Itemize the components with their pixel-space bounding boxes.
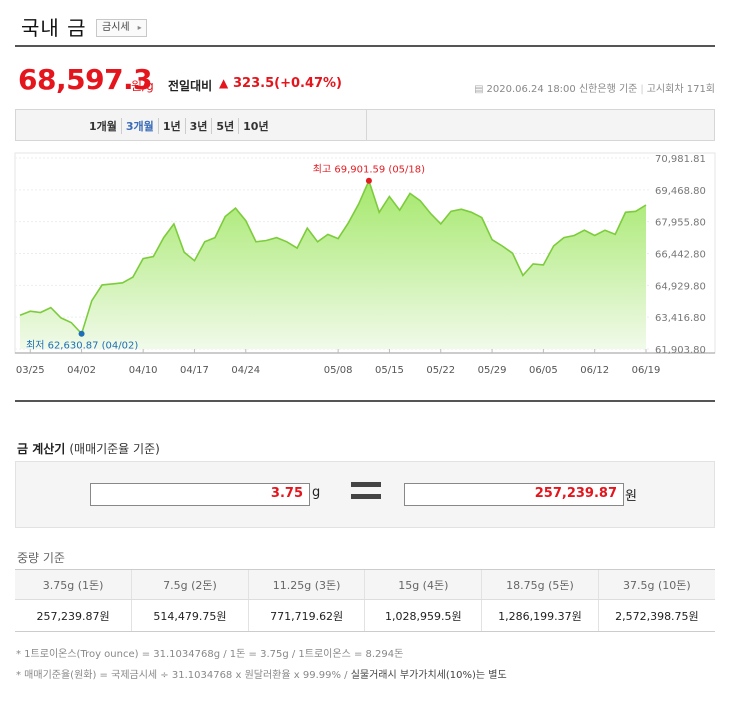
price-info: ▤ 2020.06.24 18:00 신한은행 기준 | 고시회차 171회 [474,80,715,95]
calculator-subtitle: (매매기준율 기준) [69,442,160,456]
note-base-rate-formula: * 매매기준율(원화) = 국제금시세 ÷ 31.1034768 x 원달러환율… [16,670,351,681]
info-separator: | [640,84,644,95]
x-tick-label: 03/25 [16,365,45,376]
info-source: 신한은행 기준 [578,84,638,95]
change-label: 전일대비 [168,79,213,93]
x-tick-label: 04/24 [231,365,260,376]
tab-10-years[interactable]: 10년 [238,118,272,134]
min-point [78,330,85,337]
grams-input[interactable]: 3.75 [90,483,310,506]
note-vat: 실물거래시 부가가치세(10%)는 별도 [350,670,507,681]
weight-value: 1,286,199.37원 [481,599,599,632]
y-tick-label: 67,955.80 [655,218,706,229]
equals-icon [351,482,381,500]
weight-value: 257,239.87원 [15,599,132,632]
x-tick-label: 06/12 [580,365,609,376]
tab-5-years[interactable]: 5년 [211,118,238,134]
page-title: 국내 금 [21,16,87,40]
min-label: 최저 62,630.87 (04/02) [26,340,138,352]
tab-3-months[interactable]: 3개월 [120,118,158,134]
weights-title: 중량 기준 [17,551,65,565]
y-tick-label: 64,929.80 [655,281,706,292]
period-tab-list: 1개월 3개월 1년 3년 5년 10년 [85,118,273,134]
x-tick-label: 04/17 [180,365,209,376]
weight-value: 1,028,959.5원 [364,599,482,632]
weight-header: 15g (4돈) [364,569,482,600]
change-value: 323.5(+0.47%) [233,76,342,91]
price-chart: 70,981.81 69,468.80 67,955.80 66,442.80 64,9… [14,152,716,376]
weight-value: 514,479.75원 [131,599,249,632]
y-tick-label: 66,442.80 [655,250,706,261]
weight-value: 2,572,398.75원 [597,599,715,632]
won-input[interactable]: 257,239.87 [404,483,624,506]
section-divider [15,400,715,402]
weight-header: 7.5g (2돈) [131,569,249,600]
note-troy-ounce: * 1트로이온스(Troy ounce) = 31.1034768g / 1돈 … [16,649,404,660]
weight-value: 771,719.62원 [247,599,365,632]
badge-label: 금시세 [102,22,130,33]
x-tick-label: 05/08 [324,365,353,376]
calculator-title: 금 계산기 (매매기준율 기준) [17,440,160,457]
info-datetime: 2020.06.24 18:00 [486,84,576,95]
max-label: 최고 69,901.59 (05/18) [313,164,425,176]
price-unit: 원/g [131,79,154,93]
weights-table: 3.75g (1돈) 7.5g (2돈) 11.25g (3돈) 15g (4돈… [15,569,715,632]
x-tick-label: 05/22 [426,365,455,376]
y-tick-label: 70,981.81 [655,154,706,165]
calculator-title-text: 금 계산기 [17,442,66,456]
x-tick-label: 05/29 [478,365,507,376]
x-tick-label: 05/15 [375,365,404,376]
y-tick-label: 63,416.80 [655,313,706,324]
max-point [365,177,372,184]
change-amount: 323.5 [233,76,275,91]
chevron-right-icon: ▸ [137,23,142,32]
gold-price-link-button[interactable]: 금시세 ▸ [96,19,147,37]
weight-header: 18.75g (5돈) [481,569,599,600]
x-tick-label: 04/02 [67,365,96,376]
won-unit: 원 [625,489,637,504]
price-area [20,180,646,349]
change-percent: (+0.47%) [274,76,343,91]
weights-header-row: 3.75g (1돈) 7.5g (2돈) 11.25g (3돈) 15g (4돈… [15,569,715,600]
grams-unit: g [312,485,321,500]
won-value: 257,239.87 [534,486,617,501]
triangle-up-icon: ▲ [219,76,229,90]
current-price: 68,597.3 [18,63,153,96]
x-tick-label: 06/05 [529,365,558,376]
document-icon: ▤ [474,84,484,95]
info-notice: 고시회차 171회 [646,84,715,95]
weights-value-row: 257,239.87원 514,479.75원 771,719.62원 1,02… [15,599,715,632]
calculator-panel: 3.75 g 257,239.87 원 [15,461,715,528]
period-tabs: 1개월 3개월 1년 3년 5년 10년 [15,109,715,141]
weight-header: 11.25g (3돈) [247,569,365,600]
price-line [19,178,647,336]
weight-header: 3.75g (1돈) [15,569,132,600]
weight-header: 37.5g (10돈) [597,569,715,600]
tab-1-month[interactable]: 1개월 [89,120,117,133]
y-tick-label: 69,468.80 [655,186,706,197]
tabs-divider [366,110,367,140]
note-base-rate: * 매매기준율(원화) = 국제금시세 ÷ 31.1034768 x 원달러환율… [16,666,507,681]
tab-3-years[interactable]: 3년 [184,118,212,134]
tab-1-year[interactable]: 1년 [157,118,185,134]
x-tick-label: 06/19 [632,365,661,376]
x-tick-label: 04/10 [129,365,158,376]
grams-value: 3.75 [270,486,303,501]
header-divider [15,45,715,47]
y-tick-label: 61,903.80 [655,345,706,356]
